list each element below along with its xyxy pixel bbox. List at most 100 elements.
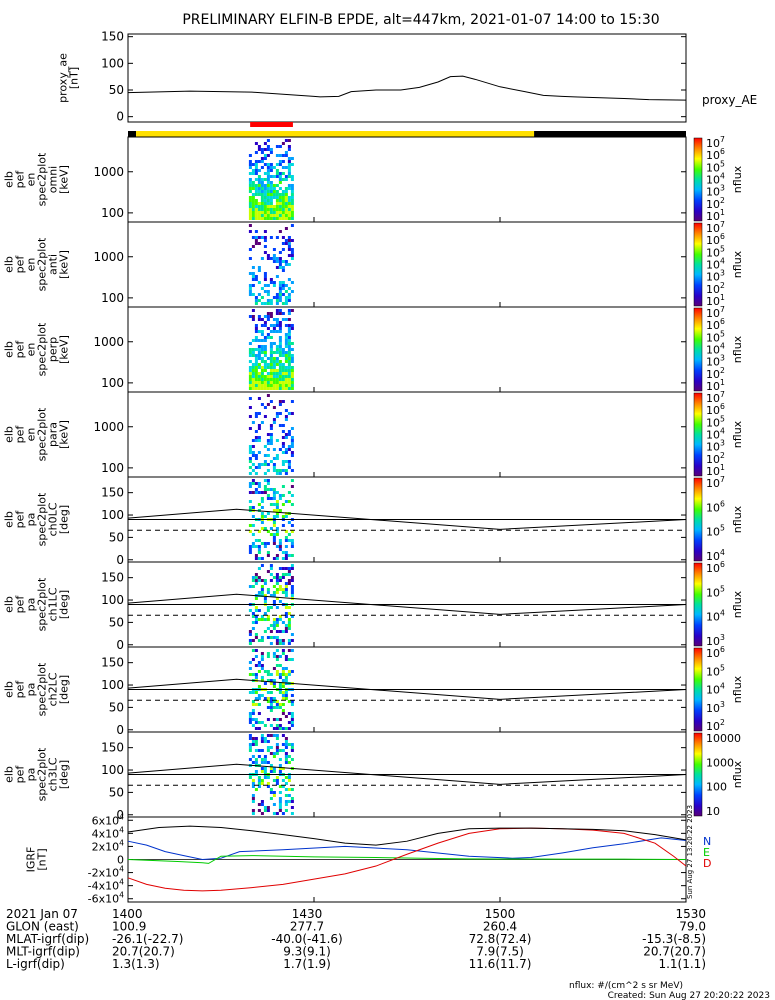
spectrogram-pixel (272, 585, 276, 588)
spectrogram-pixel (287, 339, 291, 342)
spectrogram-pixel (275, 299, 279, 302)
spectrogram-pixel (272, 357, 276, 360)
ylabel-perp-3: spec2plot (36, 322, 49, 376)
spectrogram-pixel (248, 749, 252, 752)
spectrogram-pixel (269, 351, 273, 354)
spectrogram-pixel (269, 330, 273, 333)
spectrogram-pixel (272, 636, 276, 639)
spectrogram-pixel (251, 217, 255, 220)
spectrogram-pixel (290, 372, 294, 375)
colorbar-tick-ch1LC-3: 103 (706, 633, 725, 648)
spectrogram-pixel (260, 770, 264, 773)
spectrogram-pixel (275, 184, 279, 187)
spectrogram-pixel (281, 591, 285, 594)
spectrogram-pixel (281, 178, 285, 181)
spectrogram-pixel (269, 788, 273, 791)
spectrogram-pixel (281, 743, 285, 746)
colorbar-tick-para-3-exp: 4 (720, 427, 725, 436)
spectrogram-pixel (251, 266, 255, 269)
spectrogram-pixel (263, 217, 267, 220)
spectrogram-pixel (260, 500, 264, 503)
spectrogram-pixel (263, 272, 267, 275)
spectrogram-pixel (257, 145, 261, 148)
spectrogram-pixel (254, 296, 258, 299)
ytick-IGRF-1-base: 4x10 (92, 827, 120, 840)
spectrogram-pixel (254, 488, 258, 491)
spectrogram-pixel (287, 318, 291, 321)
spectrogram-pixel (290, 196, 294, 199)
spectrogram-pixel (290, 633, 294, 636)
spectrogram-pixel (287, 239, 291, 242)
spectrogram-pixel (287, 184, 291, 187)
spectrogram-pixel (257, 427, 261, 430)
spectrogram-pixel (284, 655, 288, 658)
spectrogram-pixel (287, 333, 291, 336)
spectrogram-pixel (266, 706, 270, 709)
spectrogram-pixel (257, 184, 261, 187)
spectrogram-pixel (260, 157, 264, 160)
spectrogram-pixel (290, 157, 294, 160)
spectrogram-pixel (257, 639, 261, 642)
spectrogram-pixel (284, 743, 288, 746)
spectrogram-pixel (254, 737, 258, 740)
spectrogram-pixel (281, 485, 285, 488)
spectrogram-pixel (290, 309, 294, 312)
spectrogram-pixel (254, 217, 258, 220)
spectrogram-pixel (263, 196, 267, 199)
spectrogram-pixel (269, 797, 273, 800)
spectrogram-pixel (281, 694, 285, 697)
spectrogram-pixel (263, 737, 267, 740)
colorbar-tick-para-4-base: 10 (706, 441, 720, 454)
spectrogram-pixel (263, 230, 267, 233)
spectrogram-pixel (254, 615, 258, 618)
spectrogram-pixel (269, 175, 273, 178)
spectrogram-pixel (284, 624, 288, 627)
spectrogram-pixel (260, 214, 264, 217)
spectrogram-pixel (260, 351, 264, 354)
colorbar-tick-para-6-exp: 1 (720, 463, 725, 472)
spectrogram-pixel (254, 439, 258, 442)
spectrogram-pixel (290, 354, 294, 357)
spectrogram-pixel (260, 615, 264, 618)
spectrogram-pixel (269, 363, 273, 366)
spectrogram-pixel (254, 415, 258, 418)
footer-cell-3-3: 20.7(20.7) (643, 945, 706, 959)
spectrogram-pixel (266, 454, 270, 457)
spectrogram-pixel (251, 205, 255, 208)
ylabel-ch1LC-3: spec2plot (36, 577, 49, 631)
spectrogram-pixel (260, 184, 264, 187)
spectrogram-pixel (290, 812, 294, 815)
spectrogram-pixel (248, 354, 252, 357)
spectrogram-pixel (260, 676, 264, 679)
colorbar-tick-anti-5-base: 10 (706, 283, 720, 296)
colorbar-tick-omni-2: 105 (706, 159, 725, 174)
spectrogram-pixel (257, 190, 261, 193)
spectrogram-pixel (254, 339, 258, 342)
ylabel-ch2LC-2: pa (25, 683, 38, 697)
spectrogram-pixel (281, 682, 285, 685)
colorbar-label-ch1LC: nflux (731, 590, 744, 618)
ylabel-ch1LC-5: [deg] (58, 590, 71, 619)
spectrogram-pixel (266, 139, 270, 142)
spectrogram-pixel (251, 293, 255, 296)
spectrogram-pixel (248, 163, 252, 166)
spectrogram-pixel (263, 597, 267, 600)
spectrogram-pixel (257, 670, 261, 673)
spectrogram-pixel (269, 433, 273, 436)
colorbar-tick-omni-0-exp: 7 (720, 135, 725, 144)
spectrogram-pixel (284, 196, 288, 199)
spectrogram-pixel (281, 375, 285, 378)
spectrogram-pixel (269, 236, 273, 239)
spectrogram-pixel (257, 299, 261, 302)
spectrogram-pixel (248, 272, 252, 275)
ylabel-ch3LC-3: spec2plot (36, 747, 49, 801)
ytick-ch2LC-1: 100 (101, 678, 124, 692)
spectrogram-pixel (269, 703, 273, 706)
spectrogram-pixel (254, 597, 258, 600)
spectrogram-pixel (266, 290, 270, 293)
spectrogram-pixel (257, 749, 261, 752)
ylabel-para-1: pef (14, 425, 27, 444)
spectrogram-pixel (284, 336, 288, 339)
spectrogram-pixel (278, 199, 282, 202)
